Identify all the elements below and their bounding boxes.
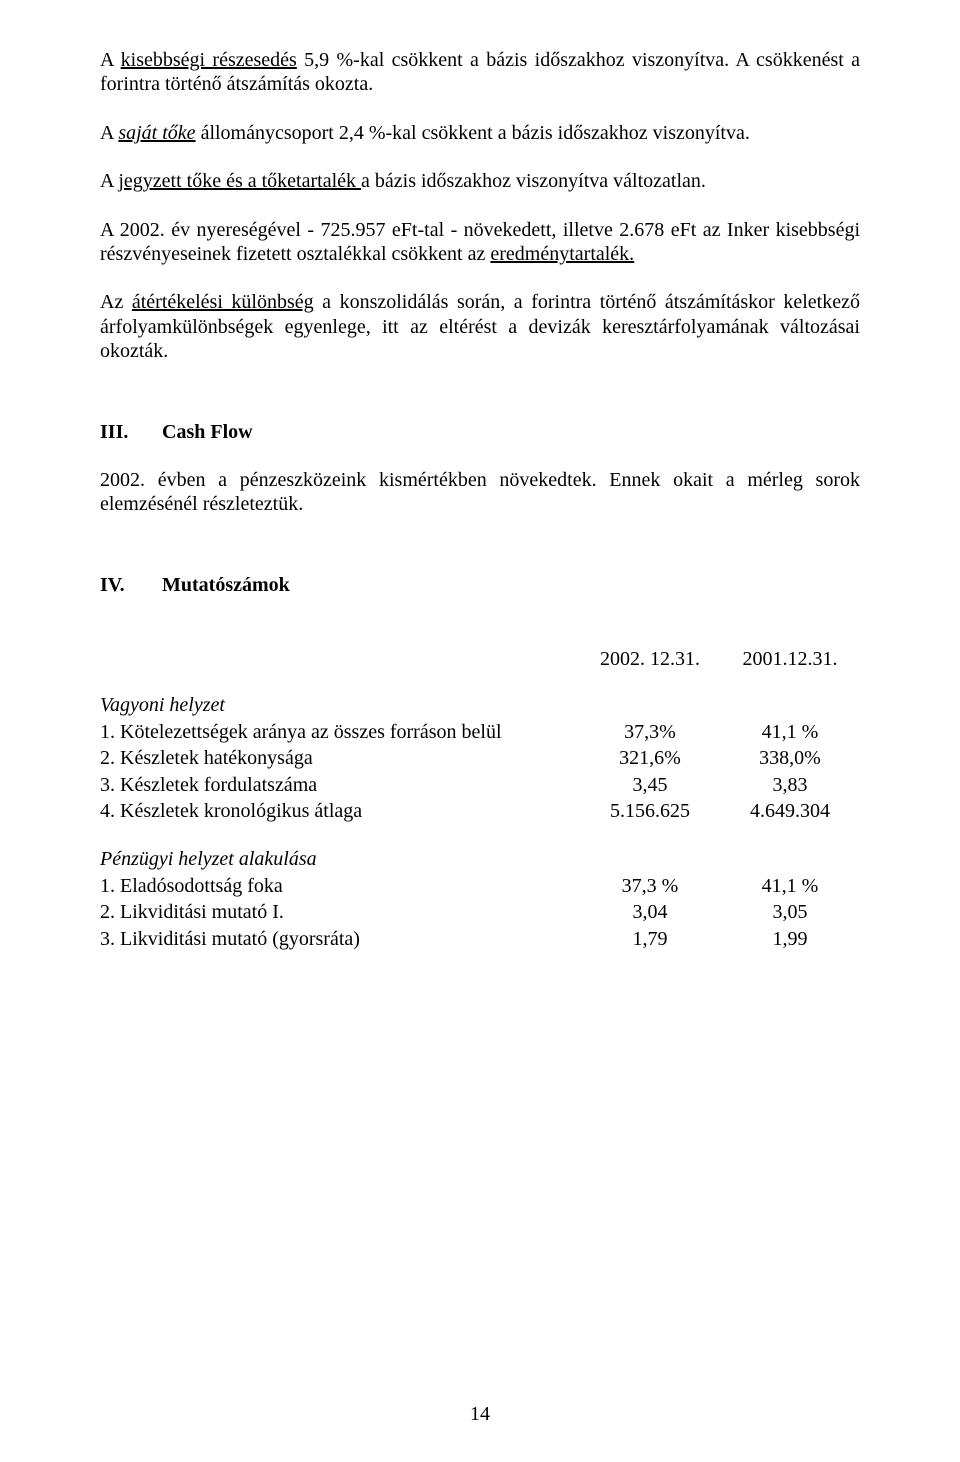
row-value-2: 41,1 %: [720, 874, 860, 898]
paragraph-6: 2002. évben a pénzeszközeink kismértékbe…: [100, 468, 860, 517]
group-title: Pénzügyi helyzet alakulása: [100, 847, 860, 871]
section-title: Mutatószámok: [162, 574, 290, 596]
section-heading-iv: IV.Mutatószámok: [100, 573, 860, 597]
row-label: 4. Készletek kronológikus átlaga: [100, 799, 580, 823]
row-value-1: 3,04: [580, 900, 720, 924]
date-col-2: 2001.12.31.: [720, 647, 860, 671]
table-row: 4. Készletek kronológikus átlaga 5.156.6…: [100, 799, 860, 823]
row-value-1: 37,3 %: [580, 874, 720, 898]
indicators-group-2: Pénzügyi helyzet alakulása 1. Eladósodot…: [100, 847, 860, 951]
date-col-1: 2002. 12.31.: [580, 647, 720, 671]
row-label: 3. Készletek fordulatszáma: [100, 773, 580, 797]
row-label: 2. Likviditási mutató I.: [100, 900, 580, 924]
section-title: Cash Flow: [162, 421, 253, 443]
text-underline-italic: saját tőke: [118, 122, 195, 144]
row-value-1: 321,6%: [580, 746, 720, 770]
row-value-2: 338,0%: [720, 746, 860, 770]
text: Az: [100, 291, 132, 313]
text: állománycsoport 2,4 %-kal csökkent a báz…: [196, 122, 750, 144]
paragraph-5: Az átértékelési különbség a konszolidálá…: [100, 290, 860, 363]
paragraph-4: A 2002. év nyereségével - 725.957 eFt-ta…: [100, 218, 860, 267]
row-label: 1. Eladósodottság foka: [100, 874, 580, 898]
row-label: 1. Kötelezettségek aránya az összes forr…: [100, 720, 580, 744]
table-row: 1. Kötelezettségek aránya az összes forr…: [100, 720, 860, 744]
row-value-2: 1,99: [720, 927, 860, 951]
row-value-1: 5.156.625: [580, 799, 720, 823]
table-row: 2. Készletek hatékonysága 321,6% 338,0%: [100, 746, 860, 770]
paragraph-3: A jegyzett tőke és a tőketartalék a bázi…: [100, 169, 860, 193]
row-value-1: 37,3%: [580, 720, 720, 744]
text-underline: átértékelési különbség: [132, 291, 314, 313]
date-header-row: 2002. 12.31. 2001.12.31.: [100, 647, 860, 671]
table-row: 2. Likviditási mutató I. 3,04 3,05: [100, 900, 860, 924]
text-underline: jegyzett tőke és a tőketartalék: [118, 170, 361, 192]
text-underline: eredménytartalék.: [490, 243, 634, 265]
section-heading-iii: III.Cash Flow: [100, 420, 860, 444]
text: A 2002. év nyereségével - 725.957 eFt-ta…: [100, 219, 860, 265]
text: A: [100, 49, 121, 71]
row-value-2: 3,83: [720, 773, 860, 797]
row-value-1: 1,79: [580, 927, 720, 951]
row-value-1: 3,45: [580, 773, 720, 797]
row-value-2: 41,1 %: [720, 720, 860, 744]
page: A kisebbségi részesedés 5,9 %-kal csökke…: [0, 0, 960, 1462]
row-value-2: 3,05: [720, 900, 860, 924]
paragraph-2: A saját tőke állománycsoport 2,4 %-kal c…: [100, 121, 860, 145]
section-number: III.: [100, 420, 162, 444]
page-number: 14: [0, 1402, 960, 1426]
table-row: 3. Likviditási mutató (gyorsráta) 1,79 1…: [100, 927, 860, 951]
row-value-2: 4.649.304: [720, 799, 860, 823]
row-label: 2. Készletek hatékonysága: [100, 746, 580, 770]
text: a bázis időszakhoz viszonyítva változatl…: [361, 170, 706, 192]
paragraph-1: A kisebbségi részesedés 5,9 %-kal csökke…: [100, 48, 860, 97]
spacer: [100, 825, 860, 847]
text: A: [100, 170, 118, 192]
group-title: Vagyoni helyzet: [100, 693, 860, 717]
section-number: IV.: [100, 573, 162, 597]
text: A: [100, 122, 118, 144]
indicators-group-1: Vagyoni helyzet 1. Kötelezettségek arány…: [100, 693, 860, 823]
spacer: [100, 647, 580, 671]
table-row: 1. Eladósodottság foka 37,3 % 41,1 %: [100, 874, 860, 898]
text-underline: kisebbségi részesedés: [121, 49, 297, 71]
table-row: 3. Készletek fordulatszáma 3,45 3,83: [100, 773, 860, 797]
row-label: 3. Likviditási mutató (gyorsráta): [100, 927, 580, 951]
